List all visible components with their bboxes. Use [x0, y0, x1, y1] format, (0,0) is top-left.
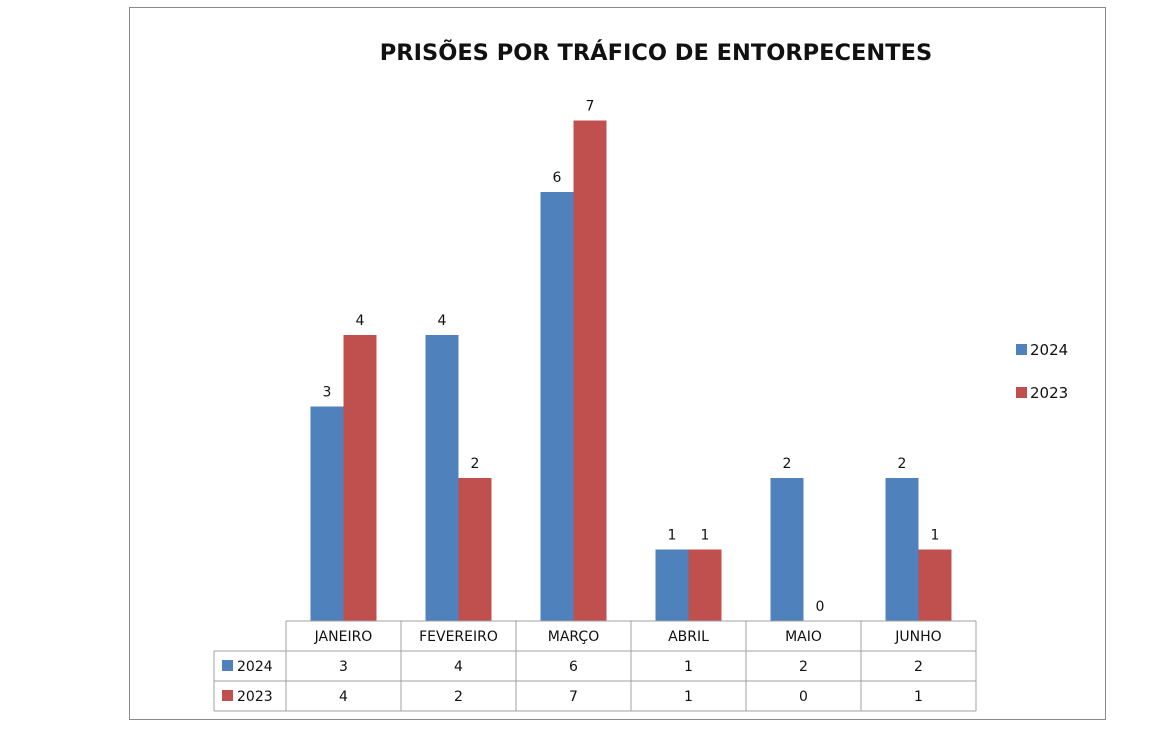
legend: 2024 2023 [1016, 341, 1068, 402]
table-series-swatch [222, 660, 233, 671]
chart-frame: PRISÕES POR TRÁFICO DE ENTORPECENTES 3 4 4… [129, 7, 1106, 720]
table-category-label: MARÇO [548, 629, 599, 645]
bar-value-label: 1 [701, 528, 710, 544]
bar-2024-maio [770, 478, 804, 621]
bar-value-label: 2 [898, 456, 907, 472]
legend-label: 2024 [1030, 341, 1068, 359]
bar-2024-abril [655, 549, 689, 621]
table-cell-value: 0 [799, 689, 808, 705]
chart-title: PRISÕES POR TRÁFICO DE ENTORPECENTES [380, 38, 932, 66]
bar-value-label: 2 [471, 456, 480, 472]
bar-value-label: 7 [586, 99, 595, 115]
table-category-label: ABRIL [668, 629, 709, 645]
table-cell-value: 2 [799, 659, 808, 675]
table-cell-value: 2 [914, 659, 923, 675]
bar-labels-group: 3 4 4 2 6 7 1 1 2 0 2 1 [323, 99, 940, 616]
bar-value-label: 1 [931, 528, 940, 544]
bar-2023-janeiro [343, 335, 377, 621]
bar-2024-março [540, 192, 574, 621]
bar-2023-junho [918, 549, 952, 621]
table-cell-value: 2 [454, 689, 463, 705]
legend-swatch [1016, 387, 1027, 398]
table-series-swatch [222, 690, 233, 701]
table-category-label: JUNHO [894, 629, 941, 645]
bar-value-label: 0 [816, 599, 825, 615]
bar-value-label: 4 [356, 313, 365, 329]
bar-2023-fevereiro [458, 478, 492, 621]
table-category-label: MAIO [785, 629, 822, 645]
table-category-label: JANEIRO [314, 629, 373, 645]
bar-2024-janeiro [310, 406, 344, 621]
bar-value-label: 4 [438, 313, 447, 329]
bar-2023-março [573, 120, 607, 621]
table-series-name: 2024 [237, 659, 273, 675]
table-category-label: FEVEREIRO [419, 629, 498, 645]
table-cell-value: 6 [569, 659, 578, 675]
table-cell-value: 4 [454, 659, 463, 675]
bar-value-label: 1 [668, 528, 677, 544]
table-cell-value: 7 [569, 689, 578, 705]
bar-2024-fevereiro [425, 335, 459, 621]
legend-swatch [1016, 344, 1027, 355]
bar-value-label: 2 [783, 456, 792, 472]
table-cell-value: 1 [914, 689, 923, 705]
table-cell-value: 1 [684, 659, 693, 675]
chart-svg: PRISÕES POR TRÁFICO DE ENTORPECENTES 3 4 4… [213, 38, 1068, 712]
table-series-name: 2023 [237, 689, 273, 705]
legend-label: 2023 [1030, 384, 1068, 402]
table-cell-value: 1 [684, 689, 693, 705]
bar-2024-junho [885, 478, 919, 621]
bar-value-label: 6 [553, 170, 562, 186]
bars-group [310, 120, 952, 621]
bar-2023-abril [688, 549, 722, 621]
table-cell-value: 3 [339, 659, 348, 675]
bar-value-label: 3 [323, 385, 332, 401]
table-cell-value: 4 [339, 689, 348, 705]
